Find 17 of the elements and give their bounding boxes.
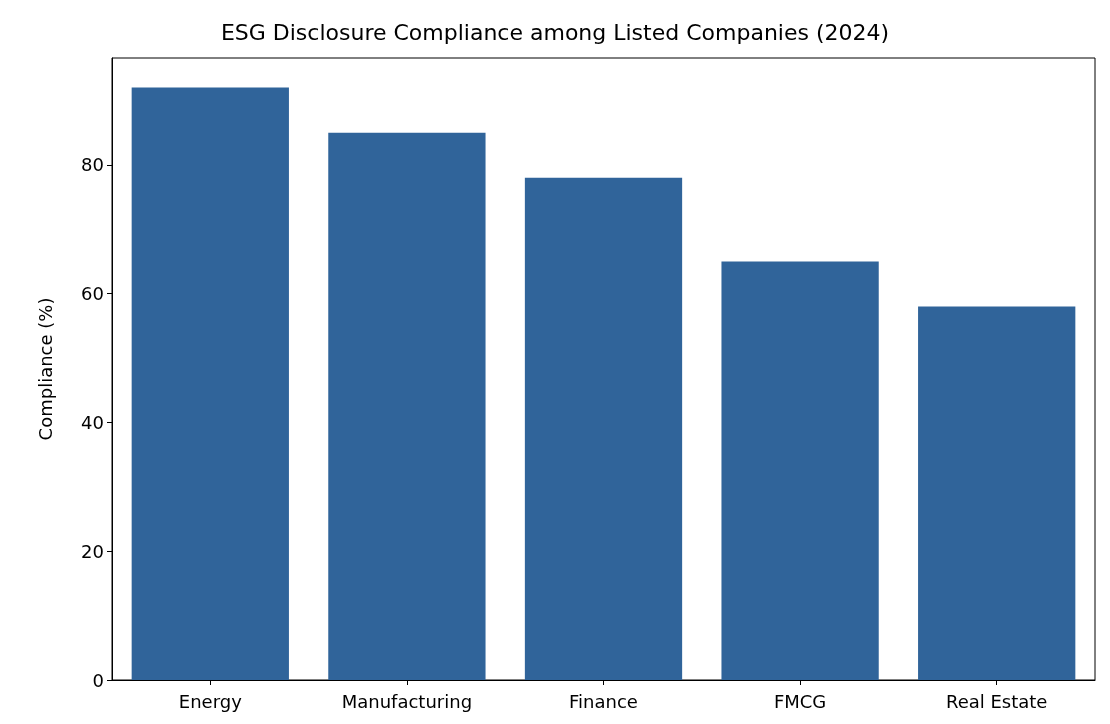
bar <box>918 306 1076 680</box>
x-tick-label: FMCG <box>773 690 827 712</box>
y-axis-title: Compliance (%) <box>34 297 56 441</box>
y-tick-label: 20 <box>81 540 104 562</box>
y-tick-label: 80 <box>81 154 104 176</box>
bar <box>131 87 289 680</box>
bar <box>721 261 879 680</box>
bar <box>328 132 486 680</box>
bar <box>524 177 683 680</box>
y-tick-label: 40 <box>81 411 104 433</box>
x-tick-label: Finance <box>569 690 638 712</box>
x-tick-label: Manufacturing <box>341 690 473 712</box>
chart-title: ESG Disclosure Compliance among Listed Companies (2024) <box>220 19 890 45</box>
y-tick-label: 0 <box>92 669 104 691</box>
y-tick-label: 60 <box>81 283 104 305</box>
x-tick-label: Real Estate <box>945 690 1048 712</box>
x-tick-label: Energy <box>178 690 243 712</box>
